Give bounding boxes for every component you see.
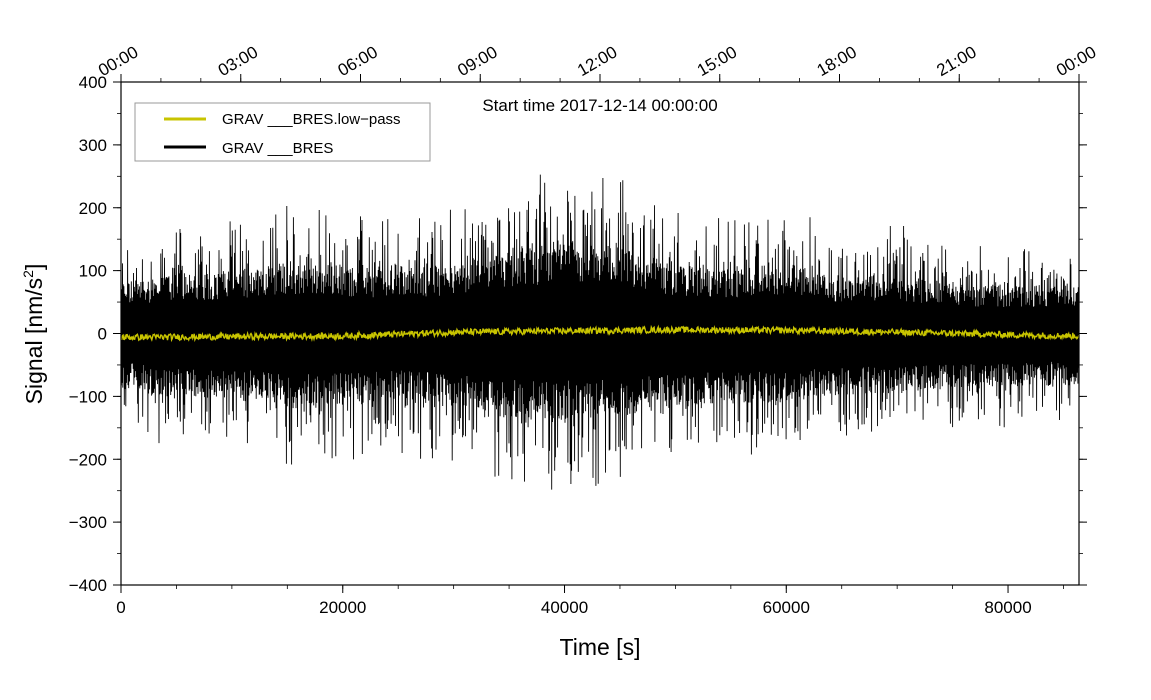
x-tick-label: 80000	[984, 598, 1031, 617]
y-tick-label: −400	[69, 576, 107, 595]
y-axis-title-end: ]	[21, 264, 47, 270]
top-tick-label: 12:00	[574, 42, 620, 80]
y-tick-label: −200	[69, 450, 107, 469]
x-axis-title: Time [s]	[560, 634, 641, 660]
legend-box	[134, 102, 431, 162]
y-axis-title-sup: 2	[20, 270, 36, 278]
top-tick-label: 15:00	[694, 42, 740, 80]
y-axis-title-main: Signal [nm/s	[21, 278, 47, 405]
top-tick-label: 06:00	[335, 42, 381, 80]
legend-label-raw: GRAV ___BRES	[222, 140, 333, 157]
legend-label-lowpass: GRAV ___BRES.low−pass	[222, 111, 401, 128]
series-line-lowpass	[121, 324, 1079, 343]
y-tick-label: −300	[69, 513, 107, 532]
legend: GRAV ___BRES.low−pass GRAV ___BRES	[134, 102, 431, 162]
y-tick-label: −100	[69, 387, 107, 406]
x-tick-label: 40000	[541, 598, 588, 617]
top-tick-label: 00:00	[1053, 42, 1099, 80]
top-tick-label: 09:00	[454, 42, 500, 80]
x-tick-label: 0	[116, 598, 125, 617]
series-layer	[121, 174, 1079, 490]
y-tick-label: 200	[79, 199, 107, 218]
y-tick-label: 300	[79, 136, 107, 155]
y-tick-label: 400	[79, 73, 107, 92]
annotation-start-time: Start time 2017-12-14 00:00:00	[482, 96, 717, 115]
series-line-raw	[121, 174, 1079, 490]
y-axis-title: Signal [nm/s2]	[20, 264, 47, 405]
x-tick-label: 20000	[319, 598, 366, 617]
y-tick-label: 0	[98, 325, 107, 344]
y-tick-label: 100	[79, 262, 107, 281]
top-tick-label: 00:00	[95, 42, 141, 80]
top-tick-label: 21:00	[933, 42, 979, 80]
x-tick-label: 60000	[763, 598, 810, 617]
top-tick-label: 03:00	[215, 42, 261, 80]
top-tick-label: 18:00	[814, 42, 860, 80]
